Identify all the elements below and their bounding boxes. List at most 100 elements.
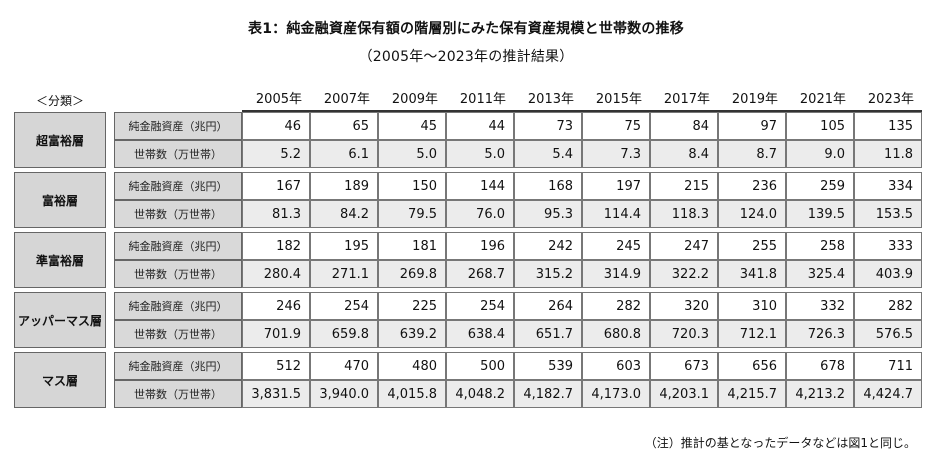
households-value-cell: 4,424.7 — [854, 380, 922, 408]
households-value-cell: 139.5 — [786, 200, 854, 228]
data-table: ＜分類＞ 2005年 2007年 2009年 2011年 2013年 2015年… — [14, 86, 922, 408]
year-header: 2013年 — [514, 86, 582, 112]
households-value-cell: 124.0 — [718, 200, 786, 228]
households-value-cell: 4,182.7 — [514, 380, 582, 408]
year-header: 2011年 — [446, 86, 514, 112]
assets-value-cell: 282 — [854, 292, 922, 320]
table-row: 世帯数（万世帯） 280.4 271.1 269.8 268.7 315.2 314.9 32… — [14, 260, 922, 288]
households-value-cell: 576.5 — [854, 320, 922, 348]
year-header: 2017年 — [650, 86, 718, 112]
assets-value-cell: 168 — [514, 172, 582, 200]
assets-value-cell: 196 — [446, 232, 514, 260]
category-cell: 超富裕層 — [14, 112, 106, 168]
assets-value-cell: 264 — [514, 292, 582, 320]
assets-value-cell: 678 — [786, 352, 854, 380]
assets-value-cell: 320 — [650, 292, 718, 320]
assets-value-cell: 282 — [582, 292, 650, 320]
assets-value-cell: 236 — [718, 172, 786, 200]
assets-value-cell: 150 — [378, 172, 446, 200]
table-row: マス層 純金融資産（兆円） 512 470 480 500 539 603 673 656 678 7… — [14, 352, 922, 408]
households-value-cell: 76.0 — [446, 200, 514, 228]
assets-value-cell: 656 — [718, 352, 786, 380]
table-row: 超富裕層 純金融資産（兆円） 46 65 45 44 73 75 84 97 105 135 — [14, 112, 922, 168]
assets-value-cell: 500 — [446, 352, 514, 380]
households-value-cell: 3,831.5 — [242, 380, 310, 408]
assets-value-cell: 75 — [582, 112, 650, 140]
year-header: 2019年 — [718, 86, 786, 112]
table-row: 富裕層 純金融資産（兆円） 167 189 150 144 168 197 215 236 259 3… — [14, 172, 922, 228]
households-row-label: 世帯数（万世帯） — [114, 380, 242, 408]
households-row-label: 世帯数（万世帯） — [114, 200, 242, 228]
category-cell: アッパーマス層 — [14, 292, 106, 348]
assets-value-cell: 603 — [582, 352, 650, 380]
households-value-cell: 712.1 — [718, 320, 786, 348]
year-header: 2021年 — [786, 86, 854, 112]
households-value-cell: 315.2 — [514, 260, 582, 288]
year-header: 2009年 — [378, 86, 446, 112]
classification-header: ＜分類＞ — [35, 94, 84, 108]
households-value-cell: 5.0 — [378, 140, 446, 168]
assets-value-cell: 673 — [650, 352, 718, 380]
category-cell: 富裕層 — [14, 172, 106, 228]
assets-value-cell: 84 — [650, 112, 718, 140]
assets-value-cell: 44 — [446, 112, 514, 140]
households-value-cell: 701.9 — [242, 320, 310, 348]
category-cell: マス層 — [14, 352, 106, 408]
households-value-cell: 95.3 — [514, 200, 582, 228]
households-value-cell: 3,940.0 — [310, 380, 378, 408]
households-value-cell: 4,015.8 — [378, 380, 446, 408]
assets-row-label: 純金融資産（兆円） — [114, 352, 242, 380]
households-value-cell: 403.9 — [854, 260, 922, 288]
assets-value-cell: 181 — [378, 232, 446, 260]
households-value-cell: 639.2 — [378, 320, 446, 348]
households-value-cell: 84.2 — [310, 200, 378, 228]
assets-value-cell: 711 — [854, 352, 922, 380]
table-row: 世帯数（万世帯） 5.2 6.1 5.0 5.0 5.4 7.3 8.4 8.7 9.0 11.8 — [14, 140, 922, 168]
assets-row-label: 純金融資産（兆円） — [114, 112, 242, 140]
households-value-cell: 5.4 — [514, 140, 582, 168]
assets-value-cell: 470 — [310, 352, 378, 380]
assets-row-label: 純金融資産（兆円） — [114, 232, 242, 260]
assets-value-cell: 512 — [242, 352, 310, 380]
households-value-cell: 322.2 — [650, 260, 718, 288]
assets-value-cell: 247 — [650, 232, 718, 260]
year-header: 2007年 — [310, 86, 378, 112]
households-value-cell: 651.7 — [514, 320, 582, 348]
households-value-cell: 268.7 — [446, 260, 514, 288]
assets-value-cell: 97 — [718, 112, 786, 140]
assets-value-cell: 135 — [854, 112, 922, 140]
households-value-cell: 720.3 — [650, 320, 718, 348]
year-header: 2015年 — [582, 86, 650, 112]
households-row-label: 世帯数（万世帯） — [114, 320, 242, 348]
households-value-cell: 4,203.1 — [650, 380, 718, 408]
assets-value-cell: 73 — [514, 112, 582, 140]
table-subtitle: （2005年〜2023年の推計結果） — [358, 49, 574, 65]
households-value-cell: 153.5 — [854, 200, 922, 228]
households-value-cell: 638.4 — [446, 320, 514, 348]
assets-value-cell: 480 — [378, 352, 446, 380]
year-header: 2023年 — [854, 86, 922, 112]
table-title: 表1：純金融資産保有額の階層別にみた保有資産規模と世帯数の推移 — [248, 21, 684, 37]
households-value-cell: 280.4 — [242, 260, 310, 288]
assets-row-label: 純金融資産（兆円） — [114, 172, 242, 200]
households-value-cell: 5.2 — [242, 140, 310, 168]
households-row-label: 世帯数（万世帯） — [114, 260, 242, 288]
households-value-cell: 11.8 — [854, 140, 922, 168]
assets-value-cell: 245 — [582, 232, 650, 260]
households-value-cell: 118.3 — [650, 200, 718, 228]
households-value-cell: 4,215.7 — [718, 380, 786, 408]
assets-value-cell: 259 — [786, 172, 854, 200]
assets-value-cell: 45 — [378, 112, 446, 140]
assets-value-cell: 333 — [854, 232, 922, 260]
assets-value-cell: 197 — [582, 172, 650, 200]
assets-value-cell: 167 — [242, 172, 310, 200]
households-value-cell: 680.8 — [582, 320, 650, 348]
households-value-cell: 79.5 — [378, 200, 446, 228]
assets-value-cell: 144 — [446, 172, 514, 200]
assets-value-cell: 258 — [786, 232, 854, 260]
category-cell: 準富裕層 — [14, 232, 106, 288]
households-value-cell: 341.8 — [718, 260, 786, 288]
assets-value-cell: 225 — [378, 292, 446, 320]
households-value-cell: 81.3 — [242, 200, 310, 228]
